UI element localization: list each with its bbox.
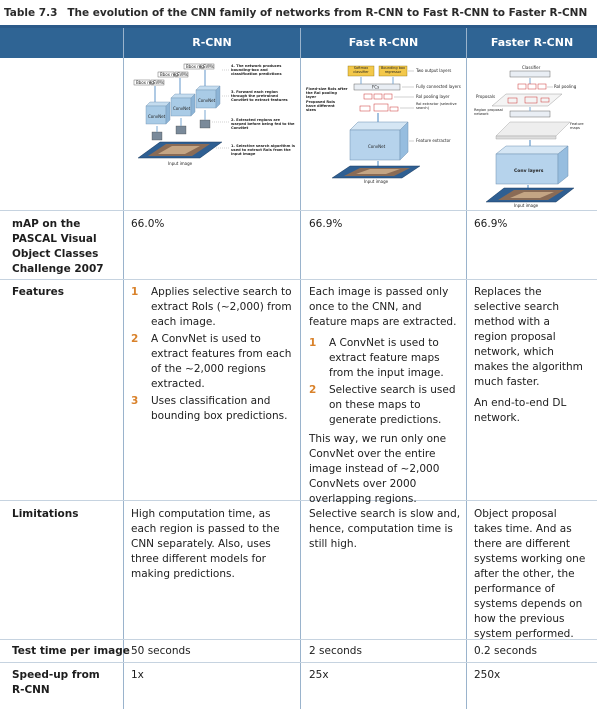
row-divider xyxy=(0,279,597,280)
svg-text:Input image: Input image xyxy=(168,161,193,166)
softmax-box xyxy=(347,65,375,77)
svg-text:RoI pooling: RoI pooling xyxy=(554,84,577,89)
list-item: 3 Uses classification and bounding box pr… xyxy=(131,395,288,422)
rcnn-note-1: 1. Selective search algorithm is used to… xyxy=(231,144,295,156)
svg-text:SVMs: SVMs xyxy=(177,72,188,77)
faster-rcnn-diagram: Classifier RoI pooling Proposals Region … xyxy=(474,65,584,208)
map-faster-rcnn: 66.9% xyxy=(474,218,508,230)
fast-features-intro: Each image is passed only once to the CN… xyxy=(309,286,457,328)
svg-text:Input image: Input image xyxy=(364,179,389,184)
rcnn-note-4: 4. The network produces bounding-box and… xyxy=(231,64,282,76)
map-fast-rcnn: 66.9% xyxy=(309,218,343,230)
speedup-fast-rcnn: 25x xyxy=(309,669,329,681)
table-caption: Table 7.3 The evolution of the CNN family… xyxy=(4,7,587,19)
header-faster-rcnn: Faster R-CNN xyxy=(490,36,574,49)
svg-text:ConvNet: ConvNet xyxy=(198,98,216,103)
fast-input-image: Input image xyxy=(331,165,421,184)
faster-features-p2: An end-to-end DL network. xyxy=(474,397,567,424)
svg-text:ConvNet: ConvNet xyxy=(368,144,386,149)
rcnn-input-image: Input image xyxy=(137,141,223,166)
rpn-box xyxy=(509,110,551,118)
svg-text:Conv layers: Conv layers xyxy=(514,168,544,174)
features-rcnn: 1 Applies selective search to extract RoI… xyxy=(131,285,295,426)
svg-text:Two output layers: Two output layers xyxy=(415,68,451,73)
fast-rcnn-diagram: Softmax classifier Bounding box regresso… xyxy=(306,65,461,184)
row-divider xyxy=(0,662,597,663)
svg-text:Bbox reg: Bbox reg xyxy=(186,64,204,69)
row-label-test-time: Test time per image xyxy=(12,645,130,657)
classifier-box xyxy=(509,70,551,78)
row-divider xyxy=(0,639,597,640)
features-fast-rcnn: Each image is passed only once to the CN… xyxy=(309,285,461,513)
rcnn-output-boxes: Bbox reg SVMs Bbox reg SVMs Bbox reg SVM… xyxy=(133,63,215,86)
svg-text:SVMs: SVMs xyxy=(203,64,214,69)
faster-conv-layers-cube: Conv layers xyxy=(495,145,569,185)
svg-text:Proposals: Proposals xyxy=(476,94,495,99)
rcnn-note-2: 2. Extracted regions are warped before b… xyxy=(231,118,295,130)
rcnn-note-3: 3. Forward each region through the pretr… xyxy=(231,90,288,102)
svg-text:ConvNet: ConvNet xyxy=(148,114,166,119)
svg-text:Bbox reg: Bbox reg xyxy=(136,80,154,85)
rcnn-convnet-cubes: ConvNet ConvNet ConvNet xyxy=(145,85,221,125)
row-label-speedup: Speed-up from R-CNN xyxy=(12,669,100,696)
test-time-rcnn: 50 seconds xyxy=(131,645,191,657)
features-faster-rcnn: Replaces the selective search method wit… xyxy=(474,285,586,432)
rcnn-diagram: Bbox reg SVMs Bbox reg SVMs Bbox reg SVM… xyxy=(133,63,295,166)
table-header: R-CNN Fast R-CNN Faster R-CNN xyxy=(0,28,597,58)
speedup-rcnn: 1x xyxy=(131,669,144,681)
limitations-faster-rcnn: Object proposal takes time. And as there… xyxy=(474,508,586,640)
column-divider xyxy=(466,28,467,709)
row-label-map: mAP on the PASCAL Visual Object Classes … xyxy=(12,218,104,275)
svg-text:Bbox reg: Bbox reg xyxy=(160,72,178,77)
limitations-rcnn: High computation time, as each region is… xyxy=(131,508,280,580)
svg-text:Classifier: Classifier xyxy=(522,65,541,70)
column-divider xyxy=(123,28,124,709)
fast-convnet-cube: ConvNet xyxy=(349,121,409,161)
table-number: Table 7.3 xyxy=(4,7,58,19)
map-rcnn: 66.0% xyxy=(131,218,165,230)
test-time-fast-rcnn: 2 seconds xyxy=(309,645,362,657)
row-label-limitations: Limitations xyxy=(12,508,79,520)
speedup-faster-rcnn: 250x xyxy=(474,669,501,681)
header-fast-rcnn: Fast R-CNN xyxy=(348,36,419,49)
column-divider xyxy=(300,28,301,709)
svg-text:Input image: Input image xyxy=(514,203,539,208)
bbox-regressor-box xyxy=(378,65,408,77)
faster-input-image: Input image xyxy=(485,187,575,208)
fast-features-outro: This way, we run only one ConvNet over t… xyxy=(309,433,447,505)
svg-text:ConvNet: ConvNet xyxy=(173,106,191,111)
row-label-features: Features xyxy=(12,286,64,298)
svg-text:SVMs: SVMs xyxy=(153,80,164,85)
list-item: 2 Selective search is used on these maps … xyxy=(309,384,456,426)
top-rule xyxy=(0,25,597,28)
svg-text:RoI pooling layer: RoI pooling layer xyxy=(416,94,450,99)
svg-text:Fully connected layers: Fully connected layers xyxy=(416,84,461,89)
svg-text:FCs: FCs xyxy=(372,85,379,90)
limitations-fast-rcnn: Selective search is slow and, hence, com… xyxy=(309,508,461,550)
row-divider xyxy=(0,210,597,211)
header-rcnn: R-CNN xyxy=(192,36,232,49)
test-time-faster-rcnn: 0.2 seconds xyxy=(474,645,537,657)
faster-features-p1: Replaces the selective search method wit… xyxy=(474,286,583,388)
list-item: 1 Applies selective search to extract RoI… xyxy=(131,286,292,328)
svg-text:Feature extractor: Feature extractor xyxy=(416,138,451,143)
row-divider xyxy=(0,500,597,501)
table-title: The evolution of the CNN family of netwo… xyxy=(67,7,588,19)
